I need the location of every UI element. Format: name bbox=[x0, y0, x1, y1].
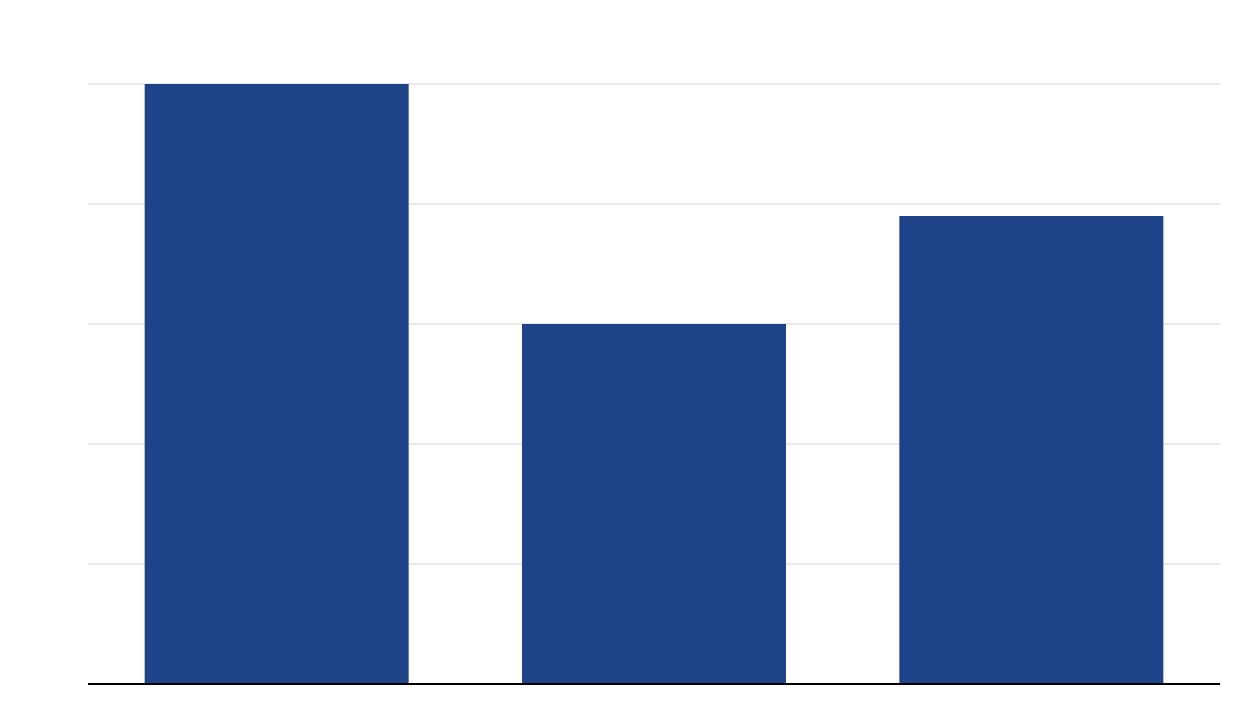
bar-3[interactable] bbox=[899, 216, 1164, 684]
bar-2[interactable] bbox=[522, 324, 786, 684]
bars bbox=[144, 84, 1164, 684]
bar-1[interactable] bbox=[144, 84, 409, 684]
